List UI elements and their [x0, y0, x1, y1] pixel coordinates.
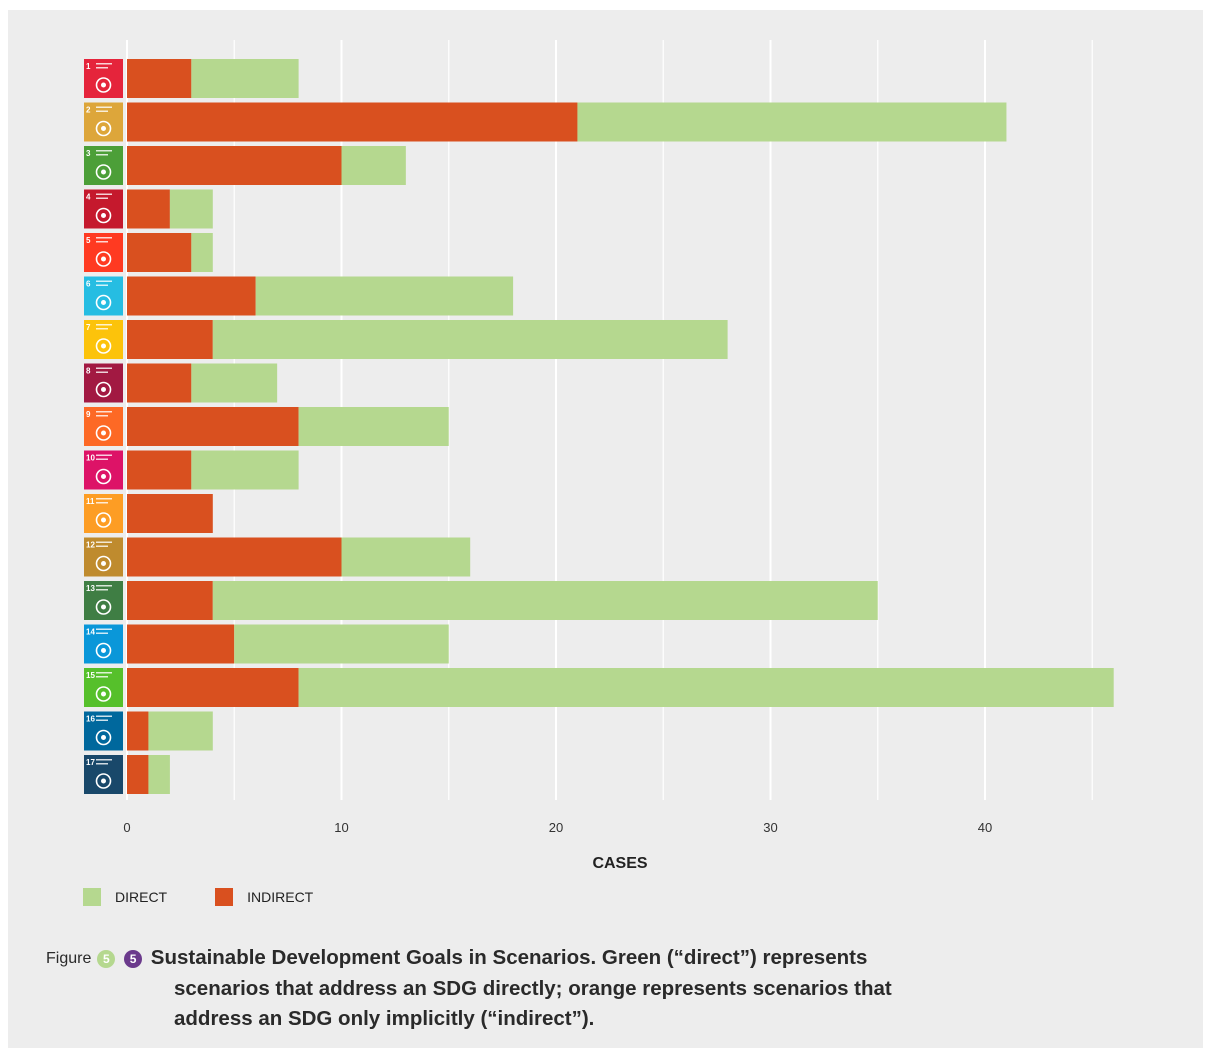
caption-line-3: address an SDG only implicitly (“indirec…	[174, 1007, 595, 1030]
bar-direct-sdg-13	[212, 581, 878, 620]
sdg-17-icon: 17	[84, 755, 123, 794]
sdg-15-icon: 15	[84, 668, 123, 707]
bar-direct-sdg-12	[341, 537, 471, 577]
sdg-number: 7	[86, 323, 91, 332]
bar-direct-sdg-17	[148, 755, 170, 794]
sdg-number: 3	[86, 149, 91, 158]
bar-direct-sdg-16	[148, 711, 213, 751]
sdg-number: 5	[86, 236, 91, 245]
figure-number-badge: 5	[97, 950, 116, 968]
bar-direct-sdg-9	[298, 407, 449, 446]
sdg-2-icon: 2	[84, 102, 123, 142]
legend-item-direct: DIRECT	[83, 888, 167, 906]
bar-direct-sdg-2	[577, 102, 1007, 142]
x-tick-label: 20	[549, 820, 563, 835]
sdg-number: 13	[86, 584, 95, 593]
sdg-4-icon: 4	[84, 189, 123, 229]
figure-number-badge-2: 5	[124, 950, 143, 968]
sdg-number: 12	[86, 541, 95, 550]
bar-indirect-sdg-11	[127, 494, 213, 533]
sdg-number: 2	[86, 106, 91, 115]
sdg-number: 8	[86, 367, 91, 376]
sdg-number: 10	[86, 454, 95, 463]
figure-word: Figure	[46, 950, 92, 967]
legend-swatch-indirect	[215, 888, 234, 906]
bar-direct-sdg-4	[169, 189, 213, 229]
bar-indirect-sdg-6	[127, 276, 256, 316]
sdg-number: 14	[86, 628, 95, 637]
sdg-6-icon: 6	[84, 276, 123, 316]
sdg-3-icon: 3	[84, 146, 123, 185]
bar-direct-sdg-8	[191, 363, 278, 403]
bar-indirect-sdg-13	[127, 581, 213, 620]
bar-indirect-sdg-10	[127, 450, 192, 490]
sdg-5-icon: 5	[84, 233, 123, 272]
bar-indirect-sdg-17	[127, 755, 149, 794]
sdg-number: 16	[86, 715, 95, 724]
sdg-8-icon: 8	[84, 363, 123, 403]
sdg-number: 17	[86, 758, 95, 767]
sdg-16-icon: 16	[84, 711, 123, 751]
sdg-13-icon: 13	[84, 581, 123, 620]
bar-indirect-sdg-2	[127, 102, 578, 142]
sdg-12-icon: 12	[84, 537, 123, 577]
bar-direct-sdg-15	[298, 668, 1114, 707]
legend-item-indirect: INDIRECT	[215, 888, 313, 906]
sdg-number: 9	[86, 410, 91, 419]
bar-indirect-sdg-7	[127, 320, 213, 359]
sdg-number: 15	[86, 671, 95, 680]
legend: DIRECT INDIRECT	[83, 888, 361, 906]
bar-indirect-sdg-16	[127, 711, 149, 751]
x-tick-label: 30	[763, 820, 777, 835]
bar-indirect-sdg-1	[127, 59, 192, 98]
bar-indirect-sdg-12	[127, 537, 342, 577]
bar-direct-sdg-14	[234, 624, 449, 664]
bar-direct-sdg-5	[191, 233, 213, 272]
figure-caption: Figure 5 5 Sustainable Development Goals …	[46, 943, 1156, 1034]
bar-indirect-sdg-9	[127, 407, 299, 446]
bar-indirect-sdg-3	[127, 146, 342, 185]
sdg-number: 11	[86, 497, 95, 506]
sdg-9-icon: 9	[84, 407, 123, 446]
sdg-7-icon: 7	[84, 320, 123, 359]
x-tick-label: 0	[123, 820, 130, 835]
sdg-14-icon: 14	[84, 624, 123, 664]
sdg-number: 6	[86, 280, 91, 289]
bar-direct-sdg-10	[191, 450, 299, 490]
bar-indirect-sdg-15	[127, 668, 299, 707]
x-ticks: 0 10 20 30 40	[123, 820, 992, 835]
sdg-11-icon: 11	[84, 494, 123, 533]
bar-direct-sdg-1	[191, 59, 299, 98]
legend-label-indirect: INDIRECT	[247, 889, 314, 905]
legend-swatch-direct	[83, 888, 101, 906]
x-tick-label: 10	[334, 820, 348, 835]
sdg-number: 1	[86, 62, 91, 71]
bars	[127, 59, 1114, 794]
caption-line-2: scenarios that address an SDG directly; …	[174, 977, 892, 1000]
caption-line-1: Sustainable Development Goals in Scenari…	[150, 946, 868, 969]
bar-indirect-sdg-8	[127, 363, 192, 403]
sdg-10-icon: 10	[84, 450, 123, 490]
bar-indirect-sdg-5	[127, 233, 192, 272]
bar-indirect-sdg-14	[127, 624, 235, 664]
sdg-number: 4	[86, 193, 91, 202]
bar-direct-sdg-3	[341, 146, 406, 185]
x-axis-title: CASES	[592, 855, 647, 872]
x-tick-label: 40	[978, 820, 992, 835]
bar-indirect-sdg-4	[127, 189, 170, 229]
bar-direct-sdg-7	[212, 320, 728, 359]
sdg-1-icon: 1	[84, 59, 123, 98]
legend-label-direct: DIRECT	[115, 889, 168, 905]
bar-direct-sdg-6	[255, 276, 514, 316]
